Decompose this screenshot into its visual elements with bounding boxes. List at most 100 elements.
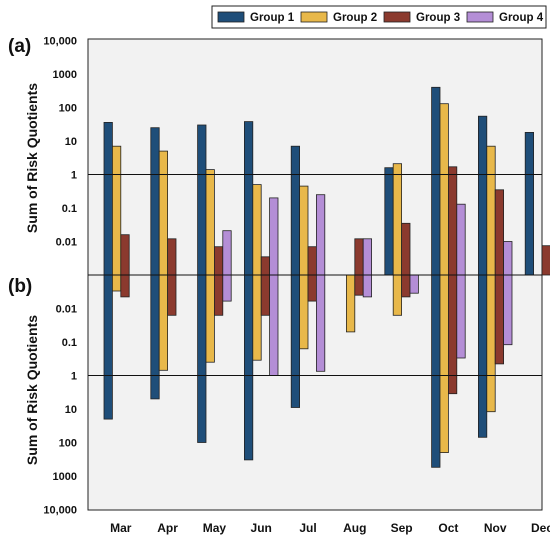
bar-a-g1-mar <box>103 122 113 276</box>
bar-a-g3-nov <box>494 189 505 276</box>
legend-swatch-group-2 <box>300 11 328 23</box>
bar-a-g2-mar <box>112 145 122 276</box>
legend: Group 1 Group 2 Group 3 Group 4 <box>211 5 547 29</box>
bar-b-g4-may <box>222 274 232 302</box>
bar-a-g1-jul <box>290 145 301 276</box>
bar-a-g3-jun <box>260 256 271 276</box>
legend-label-group-2: Group 2 <box>333 12 377 24</box>
bar-b-g1-nov <box>477 274 488 438</box>
reference-lines <box>88 174 542 376</box>
y-tick-a-6: 10,000 <box>43 36 77 48</box>
bar-a-g1-apr <box>150 127 160 276</box>
bar-b-g4-sep <box>409 274 419 294</box>
bar-a-g1-nov <box>477 115 488 276</box>
bars-layer <box>103 86 550 468</box>
bar-b-g2-jun <box>252 274 262 361</box>
bar-a-g1-dec <box>524 131 535 276</box>
bar-a-g2-may <box>205 169 215 276</box>
bar-b-g3-aug <box>354 274 364 296</box>
bar-b-g3-may <box>213 274 224 316</box>
bar-a-g1-oct <box>431 86 441 276</box>
x-tick-labels: MarAprMayJunJulAugSepOctNovDecJanFeb <box>110 521 550 535</box>
x-tick-may: May <box>203 521 227 535</box>
bar-a-g1-jun <box>243 121 254 276</box>
x-tick-aug: Aug <box>343 521 366 535</box>
y-tick-labels: 0.01 0.1 1 10 100 1000 10,000 0.01 0.1 1 10 100 1000… <box>43 36 77 517</box>
bar-b-g2-sep <box>392 274 403 316</box>
bar-a-g3-dec <box>541 245 550 276</box>
x-tick-mar: Mar <box>110 521 132 535</box>
x-tick-sep: Sep <box>391 521 413 535</box>
y-tick-a-2: 1 <box>71 170 77 182</box>
bar-a-g3-oct <box>447 166 458 276</box>
x-tick-apr: Apr <box>157 521 178 535</box>
bar-b-g1-apr <box>150 274 160 400</box>
bar-b-g4-nov <box>503 274 513 346</box>
bar-a-g4-oct <box>456 203 466 276</box>
bar-b-g1-mar <box>103 274 113 420</box>
bar-b-g3-jul <box>307 274 317 302</box>
bar-b-g4-jun <box>269 274 279 376</box>
panel-b-label: (b) <box>8 276 32 297</box>
y-axis-title-b: Sum of Risk Quotients <box>24 315 40 465</box>
x-tick-jun: Jun <box>251 521 272 535</box>
x-tick-nov: Nov <box>484 521 507 535</box>
bar-a-g3-aug <box>354 238 364 276</box>
bar-b-g2-aug <box>345 274 356 333</box>
panel-a-label: (a) <box>8 36 31 57</box>
bar-a-g3-sep <box>401 222 411 276</box>
legend-swatch-group-4 <box>466 11 494 23</box>
bar-a-g1-sep <box>384 167 394 276</box>
y-tick-b-6: 10,000 <box>43 505 77 517</box>
legend-label-group-4: Group 4 <box>499 12 544 24</box>
bar-a-g3-mar <box>120 234 130 276</box>
y-tick-b-1: 0.1 <box>62 337 77 349</box>
bar-b-g3-mar <box>120 274 130 298</box>
legend-label-group-1: Group 1 <box>250 12 295 24</box>
bar-b-g2-mar <box>112 274 122 292</box>
bar-b-g4-oct <box>456 274 466 359</box>
bar-a-g3-jul <box>307 246 317 276</box>
bar-a-g2-jul <box>299 185 309 276</box>
y-tick-b-4: 100 <box>59 438 77 450</box>
bar-b-g2-oct <box>439 274 449 454</box>
bar-a-g2-oct <box>439 103 449 276</box>
x-tick-dec: Dec <box>531 521 550 535</box>
bar-b-g1-jul <box>290 274 301 408</box>
legend-swatch-group-3 <box>383 11 411 23</box>
legend-swatch-group-1 <box>217 11 245 23</box>
y-tick-a-0: 0.01 <box>56 237 77 249</box>
bar-b-g1-jun <box>243 274 254 461</box>
bar-a-g4-jun <box>269 197 279 276</box>
bar-b-g2-jul <box>299 274 309 350</box>
bar-b-g4-aug <box>362 274 373 298</box>
y-tick-b-0: 0.01 <box>56 304 77 316</box>
bar-b-g3-nov <box>494 274 505 365</box>
y-tick-b-2: 1 <box>71 371 77 383</box>
bar-a-g2-apr <box>158 150 168 276</box>
bar-a-g4-aug <box>362 238 373 276</box>
bar-b-g2-may <box>205 274 215 363</box>
bar-a-g1-may <box>197 124 207 276</box>
y-tick-b-5: 1000 <box>53 471 77 483</box>
bar-a-g4-nov <box>503 241 513 276</box>
bar-b-g4-jul <box>315 274 326 372</box>
bar-b-g2-apr <box>158 274 168 371</box>
bar-b-g3-apr <box>167 274 177 316</box>
bar-b-g2-nov <box>486 274 496 413</box>
y-tick-a-5: 1000 <box>53 69 77 81</box>
bar-b-g1-oct <box>431 274 441 468</box>
y-axis-title-a: Sum of Risk Quotients <box>24 83 40 233</box>
x-tick-jul: Jul <box>299 521 316 535</box>
bar-a-g2-sep <box>392 163 403 276</box>
legend-box <box>211 5 547 29</box>
x-tick-oct: Oct <box>438 521 458 535</box>
bar-a-g2-nov <box>486 145 496 276</box>
bar-a-g2-jun <box>252 184 262 276</box>
y-tick-a-3: 10 <box>65 136 77 148</box>
bar-a-g3-may <box>213 246 224 276</box>
bar-a-g4-jul <box>315 194 326 276</box>
bar-b-g3-jun <box>260 274 271 316</box>
y-tick-b-3: 10 <box>65 404 77 416</box>
